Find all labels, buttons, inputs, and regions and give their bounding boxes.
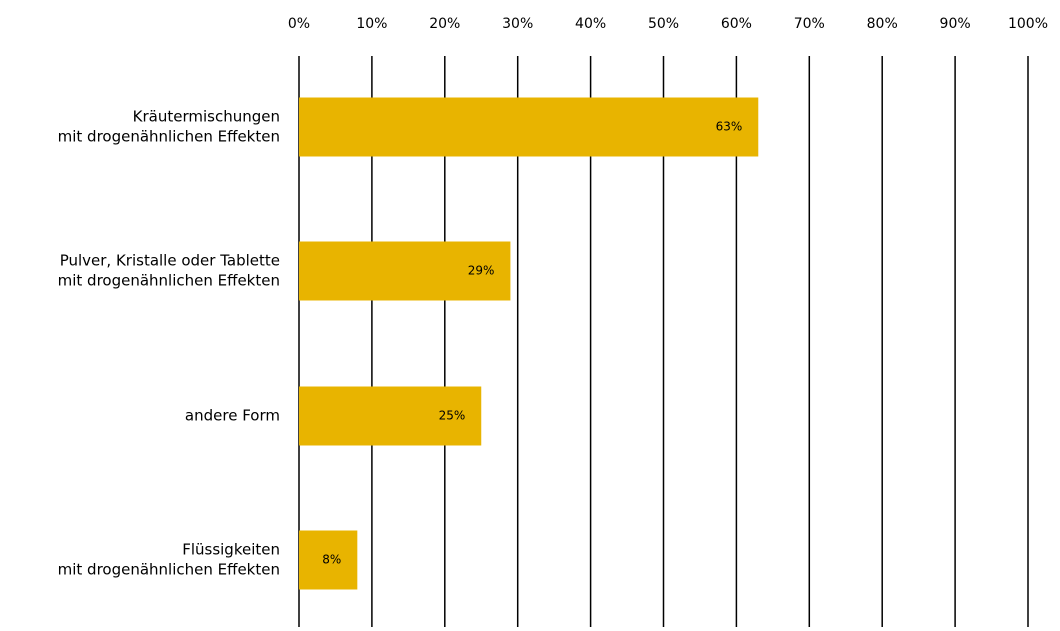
bar	[299, 97, 759, 157]
bar-value-label: 25%	[439, 409, 466, 423]
x-tick-label: 10%	[356, 16, 387, 32]
category-label: Flüssigkeiten	[182, 541, 280, 559]
category-label: mit drogenähnlichen Effekten	[58, 272, 280, 290]
x-tick-label: 50%	[648, 16, 679, 32]
x-tick-label: 80%	[867, 16, 898, 32]
x-tick-label: 100%	[1008, 16, 1048, 32]
x-tick-label: 90%	[940, 16, 971, 32]
category-label: mit drogenähnlichen Effekten	[58, 561, 280, 579]
bar-value-label: 63%	[716, 120, 743, 134]
data-labels: 63% 29% 25% 8%	[322, 120, 742, 567]
bar-value-label: 8%	[322, 553, 341, 567]
category-label: andere Form	[185, 407, 280, 425]
bars	[299, 97, 759, 590]
category-label: mit drogenähnlichen Effekten	[58, 128, 280, 146]
x-tick-label: 40%	[575, 16, 606, 32]
x-axis-ticks: 0% 10% 20% 30% 40% 50% 60% 70% 80% 90% 100%	[288, 16, 1048, 32]
bar	[299, 241, 511, 301]
bar	[299, 530, 358, 590]
x-tick-label: 0%	[288, 16, 310, 32]
category-labels: Kräutermischungen mit drogenähnlichen Eff…	[58, 108, 280, 579]
x-tick-label: 30%	[502, 16, 533, 32]
category-label: Kräutermischungen	[133, 108, 280, 126]
bar-value-label: 29%	[468, 264, 495, 278]
x-tick-label: 70%	[794, 16, 825, 32]
x-tick-label: 20%	[429, 16, 460, 32]
category-label: Pulver, Kristalle oder Tablette	[60, 252, 280, 270]
bar	[299, 386, 482, 446]
x-tick-label: 60%	[721, 16, 752, 32]
